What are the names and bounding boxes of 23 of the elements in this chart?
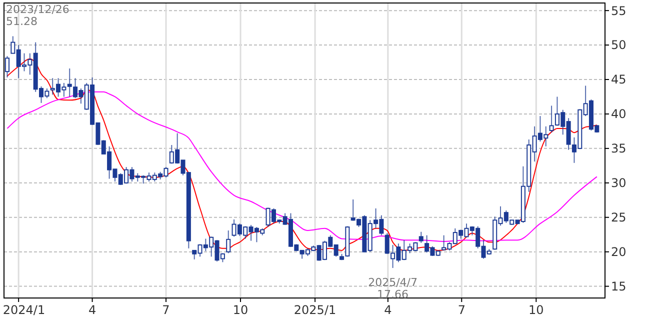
- candlestick: [418, 231, 424, 244]
- y-tick-label: 45: [611, 72, 626, 87]
- x-tick-label: 4: [384, 303, 392, 317]
- x-tick-label: 10: [232, 303, 248, 317]
- x-tick-label: 7: [458, 303, 466, 317]
- x-tick-label: 4: [88, 303, 96, 317]
- y-tick-label: 40: [611, 107, 626, 122]
- x-tick-label: 7: [162, 303, 170, 317]
- y-tick-label: 25: [611, 210, 626, 225]
- y-tick-label: 50: [611, 38, 626, 52]
- annotation: 2023/12/26 51.28: [6, 3, 70, 28]
- y-tick-label: 35: [611, 142, 626, 156]
- candlestick: [226, 230, 231, 254]
- x-tick-label: 2025/1: [294, 303, 336, 317]
- y-tick-label: 20: [611, 245, 626, 260]
- candlestick: [4, 56, 10, 78]
- annotation: 2025/4/7 17.66: [368, 276, 418, 301]
- y-tick-label: 30: [611, 176, 626, 190]
- x-tick-label: 2024/1: [2, 303, 46, 317]
- y-tick-label: 15: [611, 279, 626, 294]
- line-series: [6, 91, 598, 242]
- y-tick-label: 55: [611, 4, 626, 18]
- x-tick-label: 10: [528, 303, 544, 317]
